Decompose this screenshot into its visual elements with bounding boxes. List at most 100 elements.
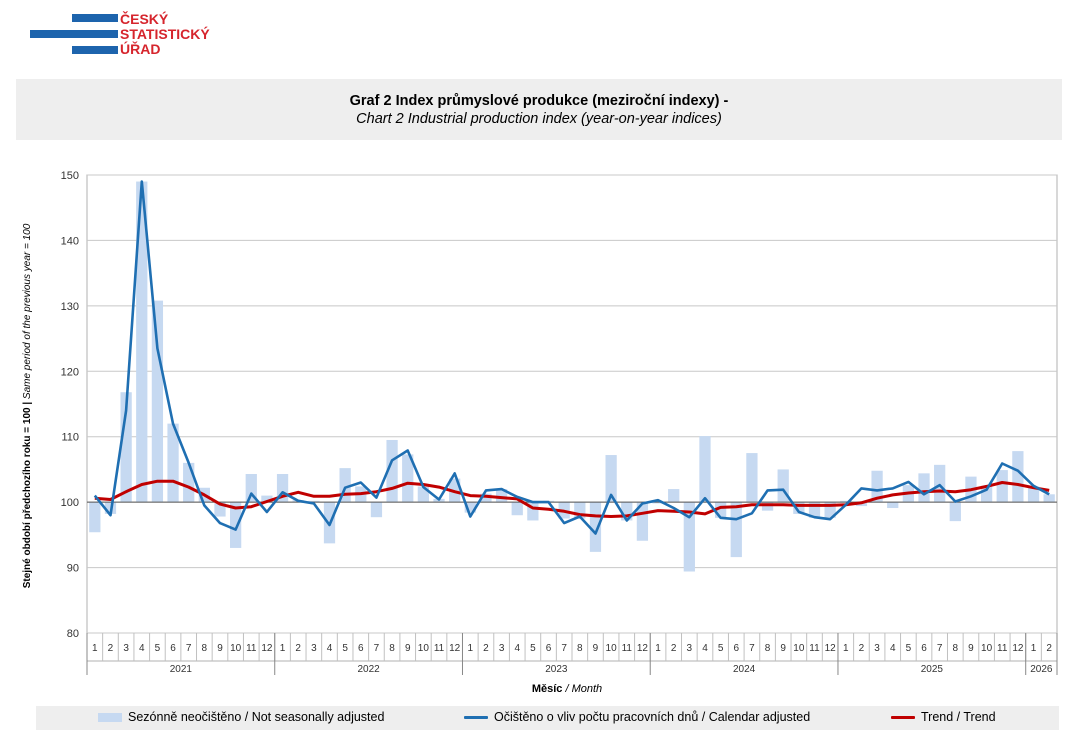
x-tick-label-month: 1 [843,643,849,654]
x-tick-label-month: 11 [622,643,633,654]
x-tick-label-month: 7 [561,643,567,654]
x-tick-label-month: 5 [906,643,912,654]
bar [668,489,680,503]
x-tick-label-month: 10 [418,643,430,654]
y-axis-label-en: Same period of the previous year = 100 [22,223,33,399]
x-tick-label-month: 5 [718,643,724,654]
x-tick-label-month: 2 [671,643,677,654]
x-tick-label-month: 3 [874,643,880,654]
logo-wordmark: ČESKÝ STATISTICKÝ ÚŘAD [120,12,210,57]
x-tick-label-month: 11 [809,643,820,654]
x-tick-label-month: 12 [637,643,649,654]
x-tick-label-month: 4 [514,643,520,654]
x-axis-label-cz: Měsíc [532,683,563,695]
x-tick-label-month: 9 [593,643,599,654]
x-tick-label-month: 7 [749,643,755,654]
bar [495,489,508,503]
y-tick-label: 130 [61,301,79,313]
x-tick-label-month: 10 [793,643,805,654]
bar [761,502,774,511]
x-tick-label-month: 7 [374,643,380,654]
bar [777,469,789,503]
bar [1043,494,1055,503]
y-tick-label: 120 [61,366,79,378]
x-tick-label-month: 8 [953,643,959,654]
x-tick-label-month: 10 [981,643,993,654]
bar [699,436,711,503]
bar [276,474,289,503]
x-tick-label-year: 2022 [357,664,380,675]
x-tick-label-month: 4 [139,643,145,654]
x-tick-label-month: 12 [261,643,273,654]
legend-label-bars: Sezónně neočištěno / Not seasonally adju… [128,710,385,724]
legend-swatch-blue [464,715,488,719]
bar [386,439,398,503]
bar [793,502,805,514]
bar [527,502,539,521]
x-tick-label-year: 2025 [921,664,944,675]
bar [683,502,695,572]
x-tick-label-month: 8 [202,643,208,654]
series-lines [93,180,1050,535]
x-tick-label-month: 11 [997,643,1008,654]
logo-line-1: ČESKÝ [120,11,169,27]
x-tick-label-month: 5 [155,643,161,654]
bar [714,502,727,518]
x-tick-label-month: 12 [449,643,461,654]
x-tick-label-month: 1 [468,643,474,654]
bar [370,502,383,518]
bar [887,502,899,509]
calendar-adjusted-line [93,180,1050,535]
x-tick-label-month: 12 [1012,643,1024,654]
bar [183,462,195,503]
bar [402,454,414,503]
x-tick-label-year: 2023 [545,664,568,675]
bar [511,502,523,516]
x-tick-label-month: 1 [92,643,98,654]
y-axis-label: Stejné období předchozího roku = 100 | S… [22,223,33,588]
bar [417,486,430,503]
legend-label-trend: Trend / Trend [921,710,996,724]
x-tick-label-month: 6 [358,643,364,654]
x-tick-label-month: 5 [342,643,348,654]
bar [120,392,132,503]
bar [621,502,633,521]
x-tick-label-month: 12 [825,643,837,654]
x-tick-label-month: 3 [311,643,317,654]
x-tick-label-month: 2 [859,643,865,654]
bar [214,502,226,517]
plot-frame [86,174,1058,634]
x-tick-label-month: 3 [123,643,129,654]
bar [636,502,649,541]
bar [980,485,993,503]
chart-title-cz: Graf 2 Index průmyslové produkce (meziro… [349,93,729,109]
chart-title-band: Graf 2 Index průmyslové produkce (meziro… [16,79,1062,140]
y-tick-label: 110 [61,432,79,444]
bar [652,502,664,504]
x-tick-label-month: 4 [890,643,896,654]
gridlines [86,174,1058,634]
bar [730,502,742,558]
x-tick-label-year: 2024 [733,664,756,675]
x-tick-label-year: 2026 [1030,664,1053,675]
bar [261,495,273,503]
bar [934,464,946,503]
x-tick-label-month: 2 [108,643,114,654]
legend-swatch-red [891,715,915,719]
y-tick-label: 90 [67,563,79,575]
x-tick-label-month: 6 [921,643,927,654]
bar [229,502,242,548]
bar [589,502,602,552]
bar [464,502,476,513]
czso-logo: ČESKÝ STATISTICKÝ ÚŘAD [30,12,230,62]
logo-line-2: STATISTICKÝ [120,26,210,42]
bar [605,455,617,503]
x-tick-label-month: 11 [434,643,445,654]
bar [746,453,758,503]
x-tick-label-month: 1 [655,643,661,654]
legend-item-calendar-adjusted: Očištěno o vliv počtu pracovních dnů / C… [464,710,810,724]
bar [245,474,257,503]
x-tick-label-month: 7 [186,643,192,654]
x-tick-label-year: 2021 [170,664,193,675]
